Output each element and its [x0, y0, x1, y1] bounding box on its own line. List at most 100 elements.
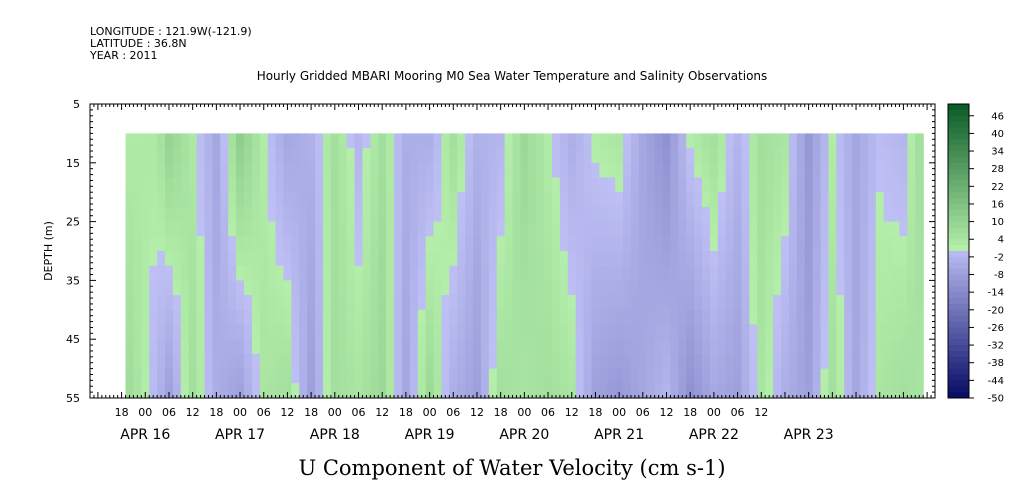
heatmap-cell	[394, 162, 403, 179]
heatmap-cell	[907, 324, 916, 340]
colorbar-swatch	[948, 151, 969, 158]
heatmap-cell	[709, 192, 719, 208]
colorbar-swatch	[948, 386, 969, 393]
heatmap-cell	[488, 177, 498, 193]
heatmap-cell	[354, 133, 364, 149]
heatmap-cell	[362, 339, 371, 355]
heatmap-cell	[267, 280, 277, 296]
heatmap-cell	[575, 265, 585, 281]
heatmap-cell	[401, 148, 411, 164]
heatmap-cell	[686, 162, 695, 179]
heatmap-cell	[236, 339, 245, 355]
heatmap-cell	[504, 383, 514, 399]
heatmap-cell	[717, 339, 727, 355]
heatmap-cell	[449, 324, 458, 340]
heatmap-cell	[496, 295, 506, 311]
heatmap-cell	[836, 265, 845, 281]
heatmap-cell	[654, 221, 664, 237]
heatmap-cell	[520, 353, 529, 370]
colorbar-swatch	[948, 186, 969, 193]
heatmap-cell	[907, 251, 916, 267]
heatmap-cell	[236, 309, 245, 326]
heatmap-cell	[157, 148, 166, 164]
heatmap-cell	[646, 324, 656, 340]
heatmap-cell	[346, 236, 356, 252]
heatmap-cell	[915, 206, 924, 223]
heatmap-cell	[480, 353, 490, 370]
heatmap-cell	[196, 148, 206, 164]
heatmap-cell	[551, 251, 561, 267]
heatmap-cell	[512, 280, 521, 296]
heatmap-cell	[773, 383, 782, 399]
heatmap-cell	[788, 309, 798, 326]
heatmap-cell	[765, 206, 774, 223]
heatmap-cell	[504, 368, 514, 384]
heatmap-cell	[220, 251, 229, 267]
heatmap-cell	[599, 148, 608, 164]
heatmap-cell	[512, 368, 521, 384]
day-label: APR 23	[784, 427, 834, 443]
heatmap-cell	[741, 177, 751, 193]
heatmap-cell	[678, 192, 687, 208]
y-tick-label: 45	[66, 333, 80, 346]
heatmap-cell	[796, 148, 806, 164]
heatmap-cell	[638, 236, 648, 252]
heatmap-cell	[315, 251, 324, 267]
heatmap-cell	[133, 309, 142, 326]
heatmap-cell	[630, 309, 640, 326]
heatmap-cell	[607, 368, 616, 384]
heatmap-cell	[267, 236, 277, 252]
heatmap-cell	[283, 353, 292, 370]
heatmap-cell	[228, 353, 237, 370]
colorbar-swatch	[948, 233, 969, 240]
heatmap-cell	[165, 177, 174, 193]
heatmap-cell	[796, 339, 806, 355]
heatmap-cell	[141, 221, 150, 237]
heatmap-cell	[417, 251, 427, 267]
heatmap-cell	[607, 324, 616, 340]
heatmap-cell	[528, 162, 537, 179]
heatmap-cell	[354, 221, 364, 237]
heatmap-cell	[141, 280, 150, 296]
heatmap-cell	[907, 192, 916, 208]
heatmap-cell	[907, 221, 916, 237]
heatmap-cell	[236, 265, 245, 281]
heatmap-cell	[449, 339, 458, 355]
heatmap-cell	[315, 206, 324, 223]
heatmap-cell	[528, 309, 537, 326]
heatmap-cell	[236, 221, 245, 237]
heatmap-cell	[401, 251, 411, 267]
heatmap-cell	[638, 192, 648, 208]
heatmap-cell	[212, 206, 221, 223]
y-tick-label: 55	[66, 392, 80, 405]
heatmap-cell	[259, 368, 269, 384]
heatmap-cell	[133, 353, 142, 370]
heatmap-cell	[449, 383, 458, 399]
heatmap-cell	[670, 383, 679, 399]
heatmap-cell	[228, 148, 237, 164]
heatmap-cell	[354, 177, 364, 193]
heatmap-cell	[749, 192, 758, 208]
heatmap-cell	[591, 177, 600, 193]
heatmap-cell	[520, 251, 529, 267]
heatmap-cell	[188, 324, 198, 340]
heatmap-cell	[591, 206, 600, 223]
heatmap-cell	[386, 236, 395, 252]
heatmap-cell	[259, 206, 269, 223]
heatmap-cell	[267, 353, 277, 370]
heatmap-cell	[251, 206, 261, 223]
heatmap-cell	[275, 206, 285, 223]
heatmap-cell	[354, 265, 364, 281]
heatmap-cell	[480, 162, 490, 179]
heatmap-cell	[165, 192, 174, 208]
heatmap-cell	[330, 295, 340, 311]
heatmap-cell	[228, 251, 237, 267]
heatmap-cell	[378, 280, 387, 296]
heatmap-cell	[623, 251, 632, 267]
heatmap-cell	[457, 251, 466, 267]
heatmap-cell	[781, 177, 790, 193]
heatmap-cell	[899, 133, 908, 149]
heatmap-cell	[788, 265, 798, 281]
heatmap-cell	[267, 148, 277, 164]
heatmap-cell	[512, 162, 521, 179]
